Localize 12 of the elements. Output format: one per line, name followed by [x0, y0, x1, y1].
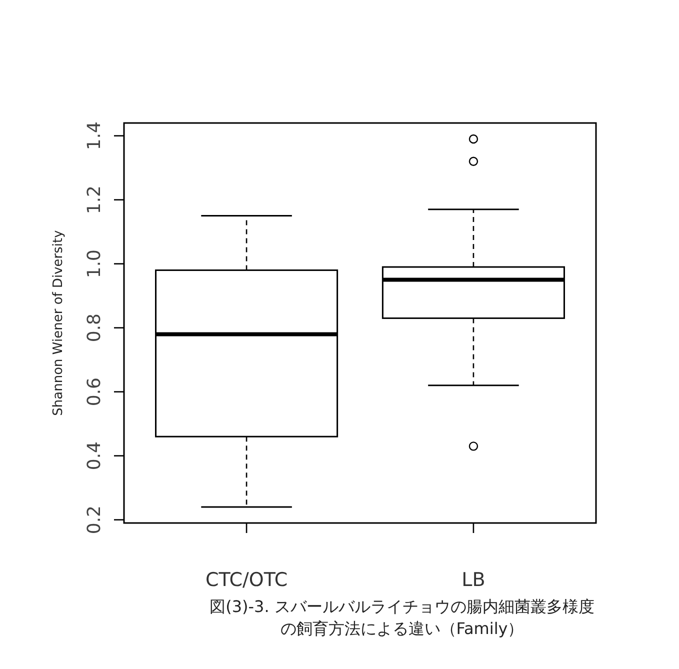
- text: の飼育方法による違い（Family）: [280, 619, 524, 638]
- y-tick-label: 1.0: [84, 249, 105, 278]
- y-tick-label: 1.2: [84, 185, 105, 214]
- y-tick-label: 0.4: [84, 441, 105, 470]
- y-tick-label: 0.6: [84, 377, 105, 406]
- y-tick-label: 0.2: [84, 505, 105, 534]
- y-tick-label: 0.8: [84, 313, 105, 342]
- x-tick-label: CTC/OTC: [205, 569, 288, 591]
- x-tick-label: LB: [462, 569, 486, 591]
- text: 図(3)-3. スバールバルライチョウの腸内細菌叢多様度: [210, 597, 594, 616]
- y-tick-label: 1.4: [84, 121, 105, 150]
- y-axis-title: Shannon Wiener of Diversity: [51, 230, 66, 416]
